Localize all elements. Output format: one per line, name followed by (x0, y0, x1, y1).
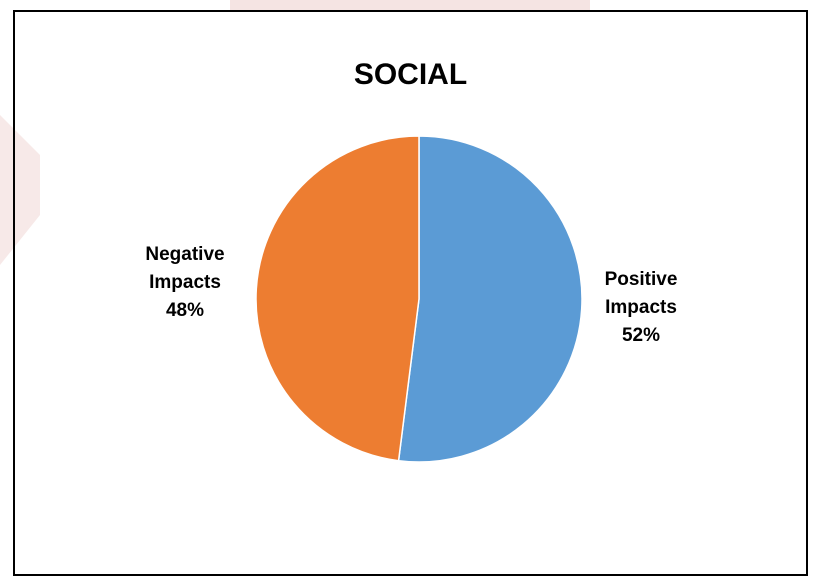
slice-label-positive-value: 52% (621, 325, 661, 346)
slice-label-negative-value: 48% (165, 300, 205, 321)
slice-label-negative-line2: Impacts (149, 272, 221, 293)
slice-label-positive-impacts: Positive Impacts 52% (586, 266, 696, 350)
slice-label-negative-line1: Negative (145, 244, 225, 265)
slice-label-positive-line2: Impacts (605, 297, 677, 318)
pie-slice-positive-impacts (397, 135, 583, 463)
pie-slice-negative-impacts (255, 135, 420, 462)
slice-label-positive-line1: Positive (604, 269, 678, 290)
slice-label-negative-impacts: Negative Impacts 48% (130, 241, 240, 325)
chart-title: SOCIAL (353, 58, 468, 91)
